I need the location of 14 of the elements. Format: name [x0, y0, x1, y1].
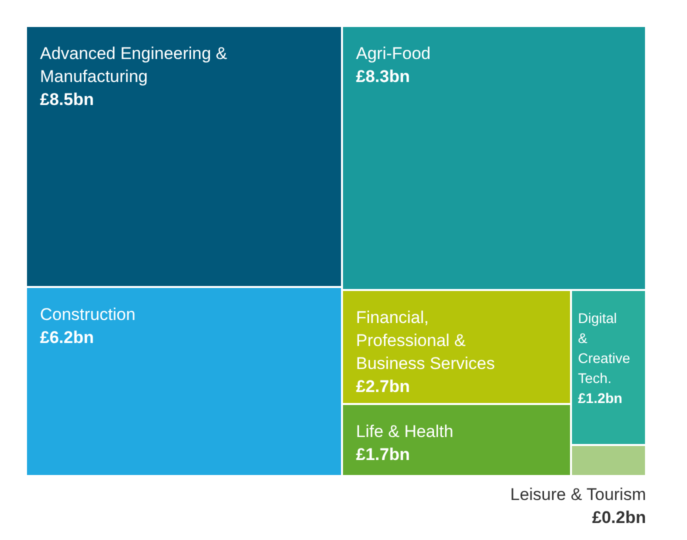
category-label: Construction	[40, 305, 136, 324]
category-label: Advanced Engineering & Manufacturing	[40, 44, 228, 86]
category-label: Life & Health	[356, 422, 454, 441]
data-label: £8.3bn	[356, 67, 410, 86]
category-label: Financial, Professional & Business Services	[356, 308, 495, 373]
data-label: £2.7bn	[356, 377, 410, 396]
data-label: £1.7bn	[356, 445, 410, 464]
category-label: Agri-Food	[356, 44, 431, 63]
category-label: Leisure & Tourism	[510, 485, 646, 504]
data-label: £8.5bn	[40, 90, 94, 109]
category-label: Digital & Creative Tech.	[578, 310, 630, 386]
data-label: £1.2bn	[578, 390, 622, 406]
data-label: £6.2bn	[40, 328, 94, 347]
data-label: £0.2bn	[592, 508, 646, 527]
